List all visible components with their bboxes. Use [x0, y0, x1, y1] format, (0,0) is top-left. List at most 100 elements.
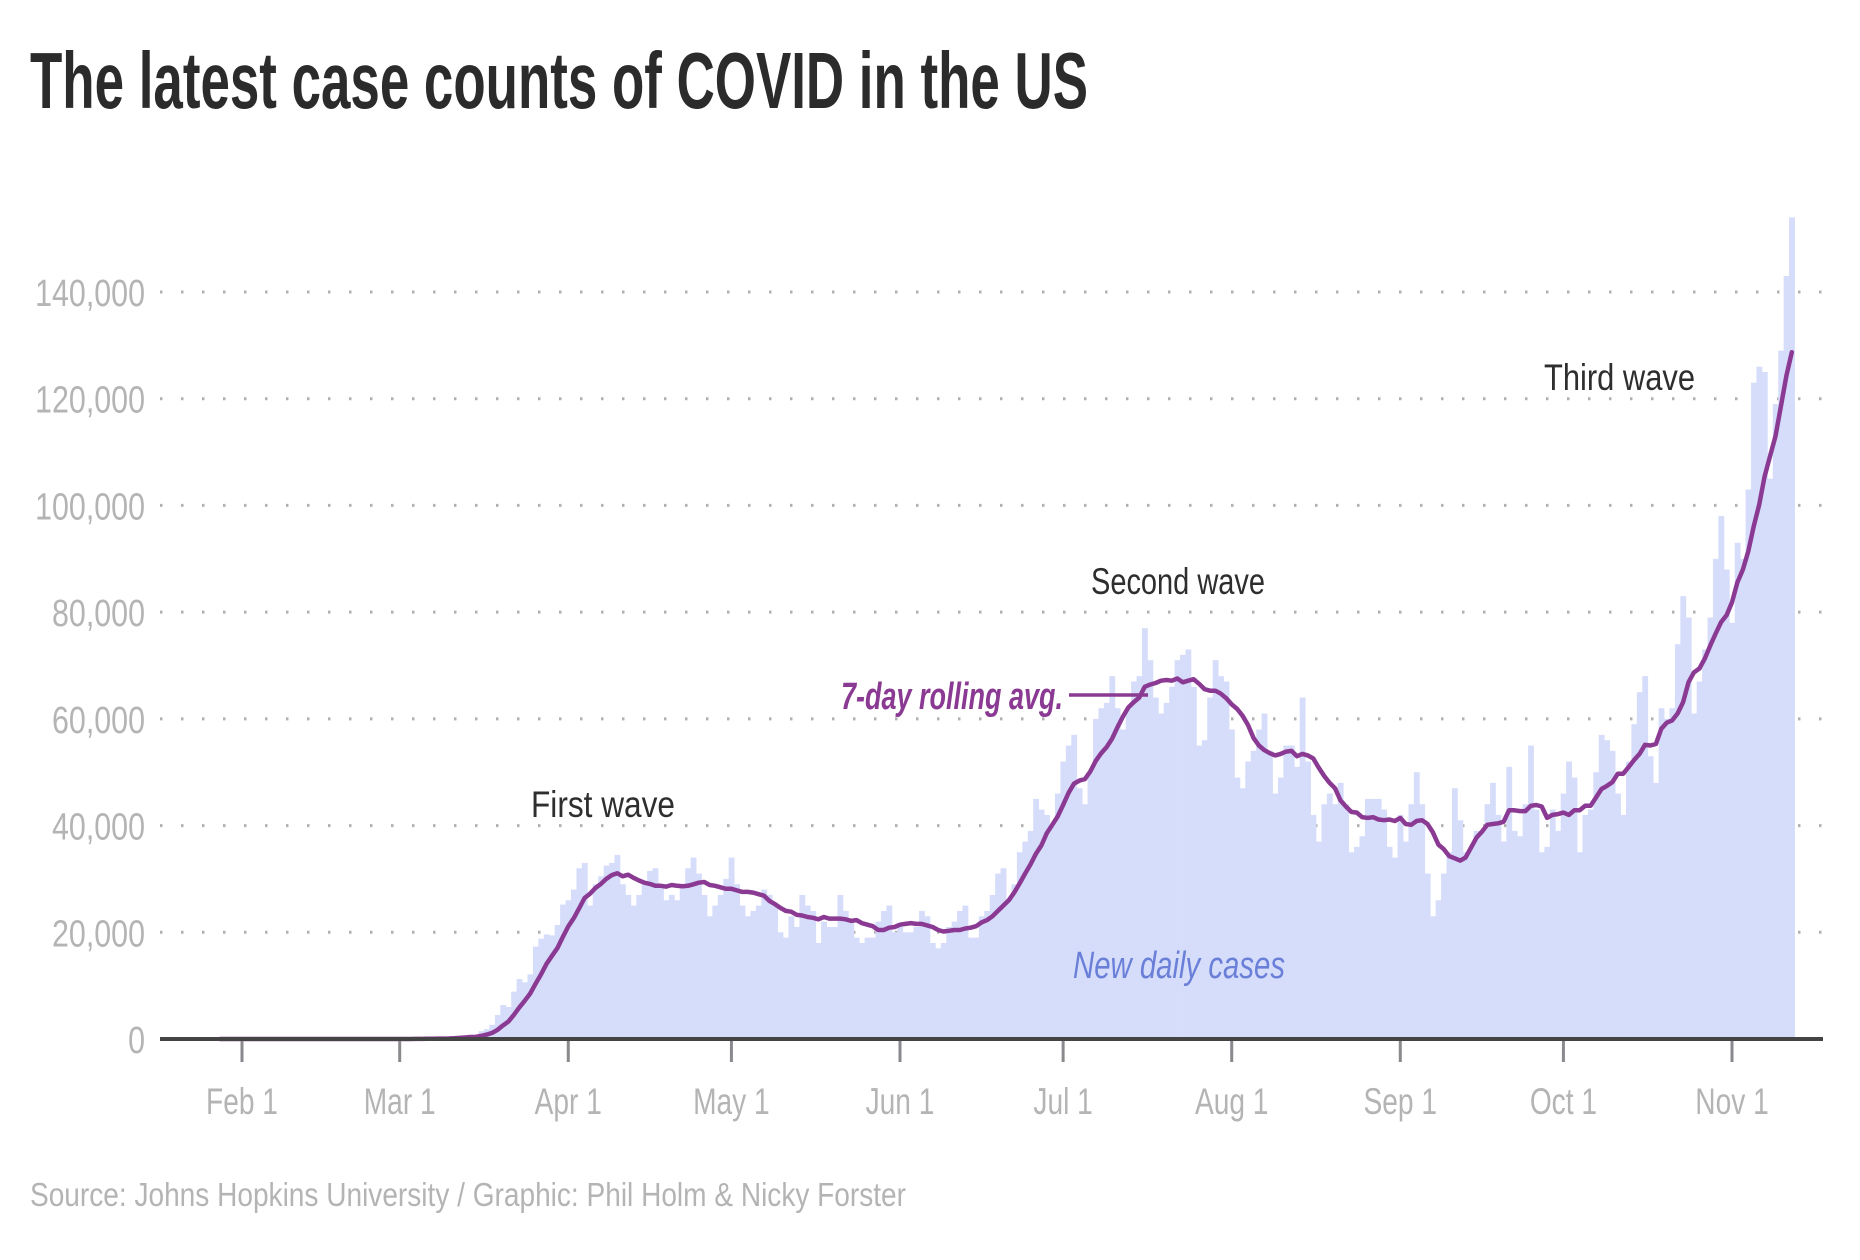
daily-case-bar [690, 857, 697, 1039]
daily-case-bar [1375, 798, 1382, 1039]
daily-case-bar [592, 884, 599, 1039]
daily-case-bar [919, 910, 925, 1039]
daily-case-bar [1419, 804, 1426, 1039]
daily-case-bar [1054, 793, 1061, 1039]
daily-case-bar [1664, 718, 1670, 1039]
daily-case-bar [1783, 275, 1790, 1039]
daily-case-bar [712, 905, 719, 1039]
daily-case-bar [777, 932, 784, 1039]
chart-title: The latest case counts of COVID in the U… [30, 36, 1088, 125]
daily-case-bar [549, 935, 556, 1039]
daily-case-bar [1685, 617, 1692, 1039]
daily-case-bar [1642, 676, 1649, 1039]
daily-case-bar [1321, 804, 1328, 1039]
daily-case-bar [761, 889, 768, 1039]
daily-case-bar [1125, 708, 1132, 1039]
daily-case-bar [1734, 542, 1741, 1039]
daily-case-bar [1082, 804, 1089, 1039]
daily-case-bar [560, 904, 566, 1039]
daily-case-bar [1479, 830, 1485, 1039]
daily-case-bar [614, 854, 621, 1039]
daily-case-bar [1587, 809, 1594, 1039]
rolling-average-line [217, 349, 1795, 1042]
daily-case-bar [793, 926, 800, 1039]
daily-case-bar [1680, 596, 1687, 1039]
daily-case-bar [1201, 740, 1208, 1039]
daily-case-bar [1016, 852, 1023, 1039]
daily-case-bar [1087, 772, 1094, 1039]
x-tick-label: Feb 1 [206, 1081, 278, 1122]
daily-case-bar [1283, 745, 1290, 1039]
daily-case-bar [554, 925, 561, 1039]
daily-case-bar [1598, 734, 1605, 1039]
daily-case-bar [1250, 750, 1257, 1039]
daily-case-bar [1631, 724, 1638, 1039]
daily-case-bar [1386, 846, 1393, 1039]
daily-case-bar [1169, 686, 1176, 1039]
daily-case-bar [1533, 809, 1540, 1039]
daily-case-bar [1647, 756, 1654, 1039]
x-axis-ticks: Feb 1 Mar 1 Apr 1 May 1 Jun 1 Jul 1 Aug 1 Sep 1… [206, 1041, 1769, 1122]
daily-case-bar [1207, 697, 1214, 1039]
daily-case-bar [1027, 830, 1034, 1039]
daily-case-bar [668, 894, 675, 1039]
daily-case-bar [957, 910, 963, 1039]
daily-case-bar [1196, 745, 1203, 1039]
daily-case-bar [543, 934, 550, 1039]
daily-case-bar [1180, 654, 1186, 1039]
daily-case-bar [1767, 478, 1774, 1039]
daily-case-bar [1044, 814, 1050, 1039]
daily-case-bar [1332, 804, 1339, 1039]
daily-case-bar [1343, 804, 1350, 1039]
daily-case-bar [1337, 782, 1344, 1039]
daily-case-bar [1729, 622, 1736, 1039]
daily-case-bar [1234, 777, 1241, 1039]
daily-case-bar [799, 894, 806, 1039]
daily-case-bar [853, 937, 860, 1039]
daily-case-bar [1065, 745, 1072, 1039]
x-tick-label: Jul 1 [1033, 1081, 1092, 1122]
daily-case-bar [766, 894, 773, 1039]
daily-case-bar [581, 862, 588, 1039]
daily-case-bar [1212, 660, 1219, 1039]
daily-case-bar [1495, 814, 1502, 1039]
daily-case-bar [723, 878, 730, 1039]
daily-case-bar [570, 889, 577, 1039]
daily-case-bar [1522, 804, 1529, 1039]
annotation-third-wave: Third wave [1544, 357, 1695, 398]
daily-case-bar [1277, 777, 1284, 1039]
daily-case-bar [1076, 788, 1083, 1039]
daily-case-bar [984, 910, 991, 1039]
daily-case-bar [832, 926, 838, 1039]
daily-case-bar [1114, 708, 1121, 1039]
daily-case-bar [1310, 814, 1317, 1039]
daily-case-bar [978, 916, 985, 1039]
daily-case-bar [1152, 697, 1159, 1039]
y-tick-label: 0 [128, 1020, 145, 1062]
y-tick-label: 100,000 [35, 486, 145, 528]
annotation-second-wave: Second wave [1091, 561, 1265, 602]
x-tick-label: Apr 1 [535, 1081, 602, 1122]
daily-case-bar [1256, 729, 1263, 1039]
daily-case-bar [1430, 916, 1437, 1039]
daily-case-bar [1473, 830, 1480, 1039]
daily-case-bar [522, 982, 528, 1039]
daily-case-bar [609, 862, 615, 1039]
y-tick-label: 80,000 [52, 593, 145, 635]
daily-case-bar [810, 910, 817, 1039]
daily-case-bar [1239, 788, 1246, 1039]
daily-case-bar [538, 938, 545, 1039]
daily-case-bar [1500, 841, 1507, 1039]
daily-case-bar [696, 873, 702, 1039]
daily-case-bar [1049, 825, 1056, 1039]
daily-case-bar [587, 905, 594, 1039]
daily-case-bar [1364, 798, 1371, 1039]
daily-case-bar [1674, 644, 1681, 1039]
daily-case-bar [1712, 558, 1719, 1039]
daily-case-bar [1511, 830, 1518, 1039]
daily-case-bar [1370, 798, 1377, 1039]
daily-case-bar [1408, 804, 1415, 1039]
daily-cases-label: New daily cases [1073, 945, 1285, 987]
daily-case-bar [1397, 814, 1404, 1039]
